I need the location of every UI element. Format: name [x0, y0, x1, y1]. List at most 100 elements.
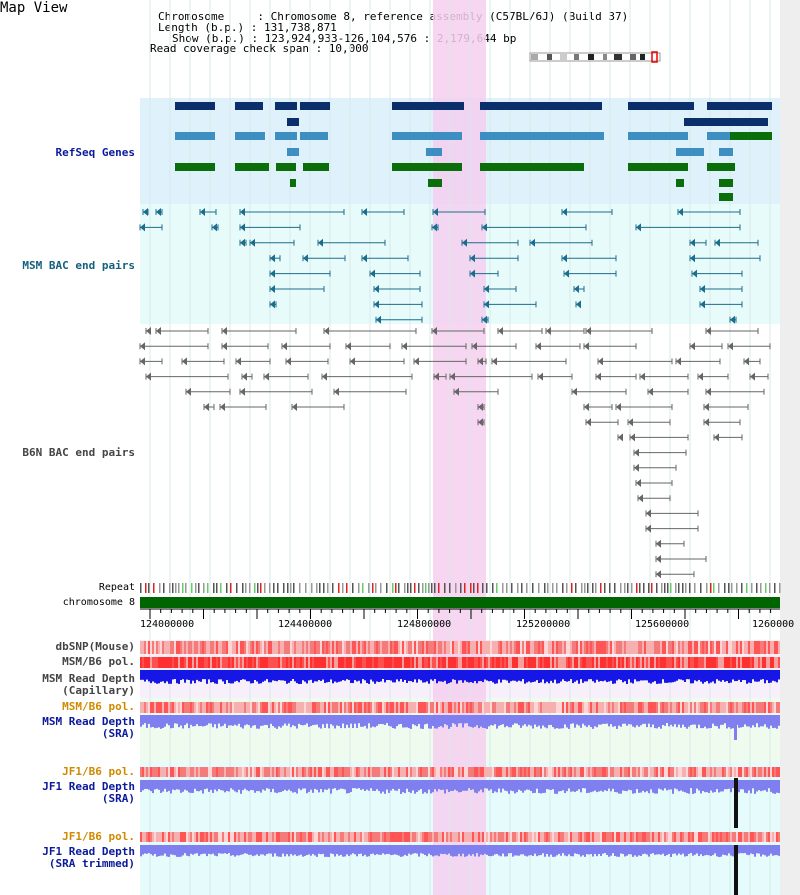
repeat-mark: [316, 583, 318, 593]
depth-bar: [504, 715, 506, 728]
depth-bar: [426, 715, 428, 724]
depth-bar: [638, 670, 640, 682]
heat-cell: [506, 641, 508, 654]
heat-cell: [466, 657, 468, 668]
depth-bar: [610, 715, 612, 725]
heat-cell: [362, 702, 364, 713]
depth-bar: [344, 780, 346, 790]
heat-cell: [236, 702, 238, 713]
heat-cell: [590, 641, 592, 654]
depth-bar: [378, 845, 380, 855]
heat-cell: [352, 702, 354, 713]
repeat-mark: [774, 583, 776, 593]
bac-end-marker: [156, 327, 161, 335]
heat-cell: [212, 767, 214, 777]
heat-cell: [328, 657, 330, 668]
depth-bar: [728, 845, 730, 854]
repeat-mark: [273, 583, 275, 593]
heat-cell: [542, 832, 544, 842]
depth-bar: [676, 715, 678, 728]
bac-end-marker: [546, 327, 551, 335]
heat-cell: [680, 641, 682, 654]
depth-bar: [144, 715, 146, 724]
heat-cell: [264, 767, 266, 777]
depth-bar: [236, 780, 238, 793]
depth-bar: [630, 670, 632, 683]
heat-cell: [170, 767, 172, 777]
depth-bar: [380, 780, 382, 794]
depth-bar: [256, 715, 258, 729]
heat-cell: [152, 832, 154, 842]
depth-bar: [198, 670, 200, 682]
heat-cell: [482, 767, 484, 777]
depth-bar: [538, 715, 540, 726]
depth-bar: [756, 780, 758, 792]
depth-bar: [146, 715, 148, 728]
depth-bar: [256, 780, 258, 792]
heat-cell: [326, 657, 328, 668]
heat-cell: [490, 657, 492, 668]
heat-cell: [284, 832, 286, 842]
depth-bar: [446, 845, 448, 855]
heat-cell: [404, 832, 406, 842]
heat-cell: [776, 767, 778, 777]
depth-bar: [764, 780, 766, 791]
gene-arrow: [175, 102, 180, 110]
depth-bar: [626, 845, 628, 856]
depth-bar: [444, 780, 446, 794]
heat-cell: [262, 832, 264, 842]
heat-cell: [184, 657, 186, 668]
heat-cell: [296, 657, 298, 668]
heat-cell: [294, 702, 296, 713]
bac-end-marker: [334, 387, 339, 396]
heat-cell: [720, 657, 722, 668]
depth-bar: [202, 670, 204, 680]
heat-cell: [530, 767, 532, 777]
heat-cell: [488, 702, 490, 713]
depth-bar: [460, 845, 462, 857]
heat-cell: [626, 702, 628, 713]
depth-bar: [604, 715, 606, 724]
depth-bar: [606, 780, 608, 792]
bac-end-marker: [402, 342, 407, 351]
depth-bar: [636, 670, 638, 682]
heat-cell: [194, 657, 196, 668]
gene-arrow: [275, 102, 280, 110]
heat-cell: [572, 832, 574, 842]
depth-bar: [420, 780, 422, 790]
heat-cell: [748, 641, 750, 654]
depth-bar: [298, 780, 300, 789]
depth-bar: [462, 715, 464, 728]
depth-bar: [342, 845, 344, 857]
depth-bar: [274, 780, 276, 793]
depth-bar: [288, 715, 290, 724]
heat-cell: [570, 657, 572, 668]
heat-cell: [756, 641, 758, 654]
heat-cell: [778, 832, 780, 842]
heat-cell: [188, 657, 190, 668]
heat-cell: [604, 832, 606, 842]
heat-cell: [656, 832, 658, 842]
depth-bar: [154, 715, 156, 729]
heat-cell: [452, 641, 454, 654]
depth-bar: [216, 845, 218, 857]
heat-cell: [674, 832, 676, 842]
heat-cell: [440, 641, 442, 654]
depth-bar: [272, 845, 274, 857]
depth-bar: [388, 670, 390, 680]
heat-cell: [772, 767, 774, 777]
depth-bar: [456, 845, 458, 857]
depth-bar: [586, 670, 588, 682]
heat-cell: [678, 657, 680, 668]
depth-bar: [566, 780, 568, 792]
gene-arrow: [480, 102, 485, 110]
heat-cell: [312, 832, 314, 842]
heat-cell: [384, 832, 386, 842]
depth-bar: [644, 715, 646, 724]
heat-cell: [768, 702, 770, 713]
repeat-mark: [517, 583, 519, 593]
depth-bar: [718, 715, 720, 729]
depth-bar: [414, 670, 416, 680]
heat-cell: [748, 832, 750, 842]
